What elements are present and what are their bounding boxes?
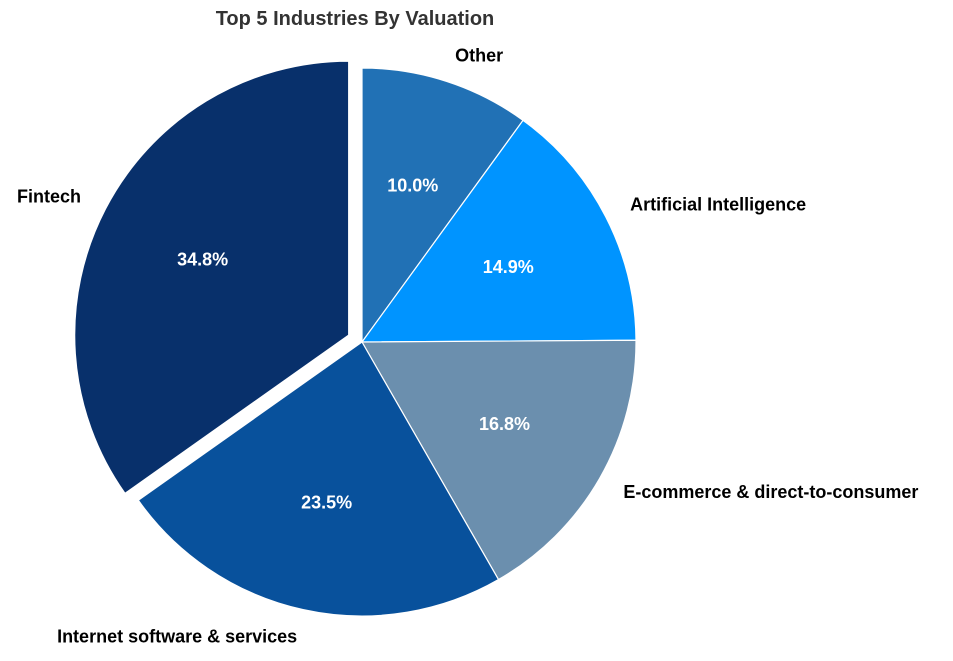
percent-label-internet-software-services: 23.5%	[301, 493, 352, 513]
pie-slice-other	[361, 67, 524, 343]
pie-slice-fintech	[74, 60, 350, 494]
slice-label-e-commerce-direct-to-consumer: E-commerce & direct-to-consumer	[623, 482, 918, 502]
pie-slice-artificial-intelligence	[361, 119, 637, 343]
percent-labels: 10.0% 14.9% 16.8% 23.5% 34.8%	[177, 176, 534, 513]
pie-slice-e-commerce-direct-to-consumer	[361, 339, 637, 581]
percent-label-artificial-intelligence: 14.9%	[483, 257, 534, 277]
slice-label-other: Other	[455, 45, 503, 65]
slice-label-fintech: Fintech	[17, 187, 81, 207]
slice-labels: Other Artificial Intelligence E-commerce &…	[17, 45, 918, 646]
chart-title: Top 5 Industries By Valuation	[216, 8, 495, 30]
slice-label-internet-software-services: Internet software & services	[57, 626, 297, 646]
percent-label-fintech: 34.8%	[177, 250, 228, 270]
pie-slice-internet-software-services	[137, 341, 500, 617]
slice-label-artificial-intelligence: Artificial Intelligence	[630, 194, 806, 214]
percent-label-other: 10.0%	[387, 176, 438, 196]
percent-label-e-commerce-direct-to-consumer: 16.8%	[479, 414, 530, 434]
pie-slices	[74, 60, 637, 617]
